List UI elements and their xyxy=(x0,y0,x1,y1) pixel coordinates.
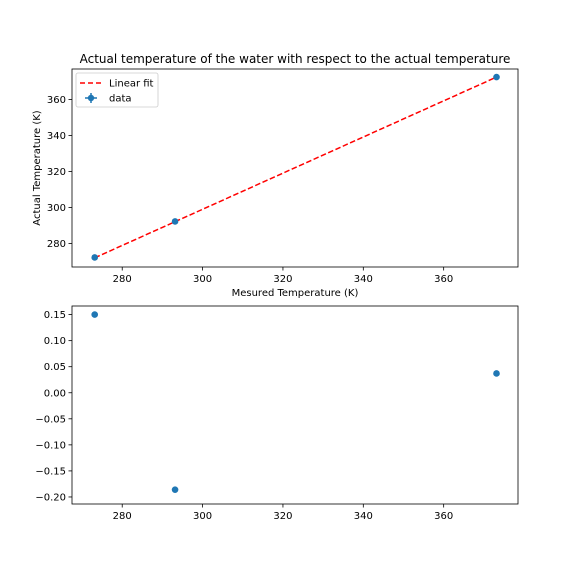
y-tick-label: 360 xyxy=(47,95,66,106)
legend-linear-fit-label: Linear fit xyxy=(109,79,154,90)
y-tick-label: −0.20 xyxy=(35,492,66,503)
y-tick-label: 0.00 xyxy=(44,388,66,399)
y-tick-label: 0.15 xyxy=(44,310,66,321)
x-tick-label: 280 xyxy=(113,511,132,522)
y-axis-ticks: −0.20 −0.15 −0.10 −0.05 0.00 0.05 0.10 0.15 xyxy=(35,310,72,503)
data-point xyxy=(493,370,500,377)
y-tick-label: 320 xyxy=(47,167,66,178)
data-point xyxy=(171,486,179,493)
y-axis-label: Actual Temperature (K) xyxy=(32,110,43,225)
x-tick-label: 320 xyxy=(273,511,292,522)
x-tick-label: 360 xyxy=(434,274,453,285)
chart-title: Actual temperature of the water with res… xyxy=(80,52,511,66)
y-tick-label: 0.10 xyxy=(44,336,66,347)
x-axis-ticks: 280 300 320 340 360 xyxy=(113,267,453,285)
y-tick-label: 340 xyxy=(47,131,66,142)
x-tick-label: 360 xyxy=(434,511,453,522)
legend-data-label: data xyxy=(109,94,132,105)
y-tick-label: −0.15 xyxy=(35,466,66,477)
y-tick-label: 300 xyxy=(47,203,66,214)
legend-data-swatch xyxy=(85,93,97,103)
plot-area-frame xyxy=(71,68,519,268)
series-layer xyxy=(91,311,500,493)
x-axis-ticks: 280 300 320 340 360 xyxy=(113,504,453,522)
x-tick-label: 340 xyxy=(354,511,373,522)
plot-area-frame xyxy=(71,305,519,505)
top-chart: Actual temperature of the water with res… xyxy=(32,52,519,299)
y-tick-label: −0.10 xyxy=(35,440,66,451)
x-axis-label: Mesured Temperature (K) xyxy=(232,288,359,299)
x-tick-label: 320 xyxy=(273,274,292,285)
x-tick-label: 300 xyxy=(193,274,212,285)
bottom-chart: 280 300 320 340 360 −0.20 −0.15 −0.10 −0.05 0.00… xyxy=(35,305,519,522)
y-tick-label: −0.05 xyxy=(35,414,66,425)
linear-fit-line xyxy=(94,76,497,259)
x-tick-label: 340 xyxy=(354,274,373,285)
y-tick-label: 280 xyxy=(47,239,66,250)
data-point xyxy=(493,73,500,81)
data-point xyxy=(91,311,99,318)
x-tick-label: 300 xyxy=(193,511,212,522)
y-axis-ticks: 280 300 320 340 360 xyxy=(47,95,72,250)
x-tick-label: 280 xyxy=(113,274,132,285)
y-tick-label: 0.05 xyxy=(44,362,66,373)
series-layer xyxy=(91,73,500,261)
data-point xyxy=(171,218,179,225)
data-point xyxy=(91,254,99,261)
legend: Linear fit data xyxy=(75,72,159,108)
